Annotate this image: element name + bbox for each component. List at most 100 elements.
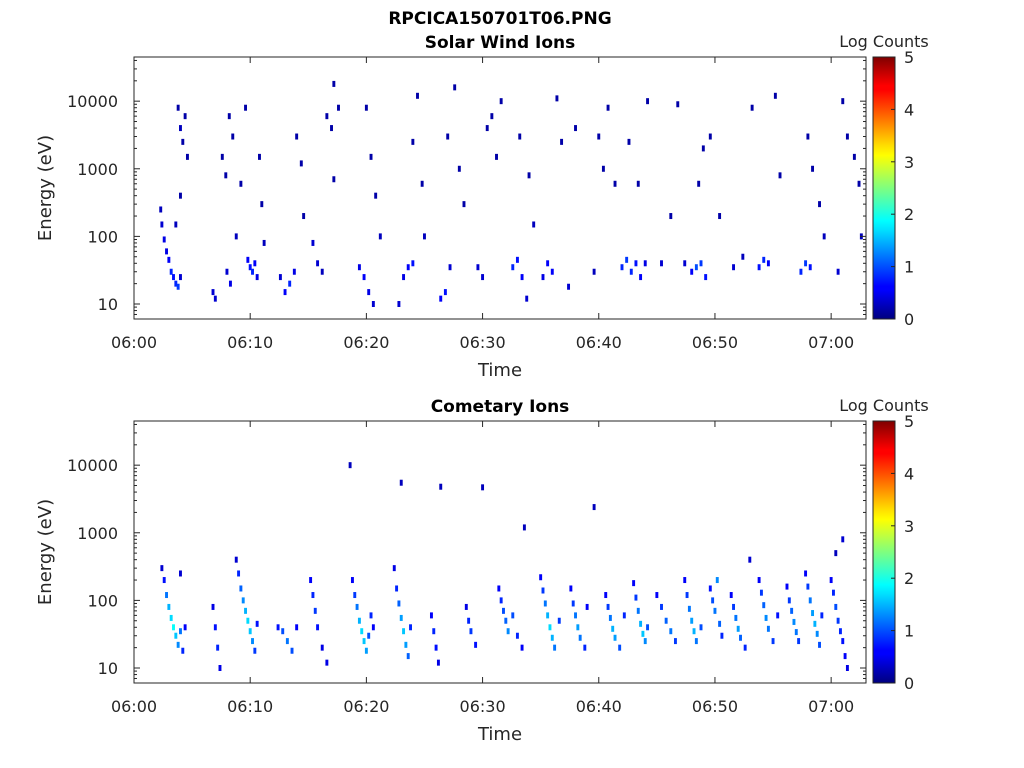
spectrogram-cell (629, 268, 633, 275)
spectrogram-cell (325, 113, 329, 120)
spectrogram-cell (757, 264, 761, 271)
y-axis-label: Energy (eV) (35, 499, 56, 605)
spectrogram-cell (179, 628, 182, 635)
spectrogram-cell (697, 180, 701, 187)
spectrogram-cell (713, 607, 717, 614)
spectrogram-cell (845, 133, 849, 140)
spectrogram-cell (673, 638, 677, 645)
y-axis-label: Energy (eV) (35, 135, 56, 241)
colorbar-tick-label: 4 (904, 100, 914, 119)
spectrogram-cell (434, 644, 438, 651)
spectrogram-cell (332, 176, 336, 183)
spectrogram-cell (694, 264, 698, 271)
spectrogram-cell (750, 104, 754, 111)
spectrogram-cell (179, 192, 182, 199)
colorbar-tick-label: 0 (904, 674, 914, 693)
spectrogram-cell (476, 264, 480, 271)
spectrogram-cell (302, 213, 306, 220)
spectrogram-cell (811, 165, 815, 172)
spectrogram-cell (808, 597, 812, 604)
spectrogram-cell (636, 180, 640, 187)
spectrogram-cell (766, 260, 770, 267)
spectrogram-cell (174, 221, 178, 228)
spectrogram-cell (834, 550, 838, 557)
x-tick-label: 06:10 (227, 333, 273, 352)
spectrogram-cell (399, 614, 403, 621)
spectrogram-cell (443, 289, 447, 296)
spectrogram-cell (739, 634, 742, 641)
spectrogram-cell (699, 260, 703, 267)
spectrogram-cell (283, 289, 287, 296)
spectrogram-cell (313, 607, 317, 614)
spectrogram-cell (511, 612, 515, 619)
colorbar-gradient (872, 56, 896, 320)
spectrogram-cell (179, 125, 182, 132)
x-tick-label: 06:30 (460, 333, 506, 352)
spectrogram-cell (316, 260, 320, 267)
spectrogram-cell (857, 180, 861, 187)
spectrogram-cell (718, 213, 722, 220)
y-tick-label: 10000 (67, 92, 118, 111)
y-tick-label: 100 (87, 227, 118, 246)
y-tick-label: 10 (98, 659, 118, 678)
spectrogram-cell (411, 260, 415, 267)
x-axis-label: Time (477, 360, 522, 381)
spectrogram-cell (604, 592, 608, 599)
spectrogram-cell (660, 603, 663, 610)
spectrogram-cell (165, 248, 168, 255)
axes-frame (133, 56, 867, 320)
spectrogram-cell (515, 256, 519, 263)
spectrogram-cell (350, 577, 354, 584)
spectrogram-cell (225, 268, 229, 275)
spectrogram-cell (174, 632, 178, 639)
panel-title: Solar Wind Ions (425, 33, 576, 53)
spectrogram-cell (804, 570, 808, 577)
spectrogram-cell (683, 260, 687, 267)
spectrogram-cell (357, 617, 361, 624)
spectrogram-cell (639, 274, 643, 281)
spectrogram-cell (371, 624, 375, 631)
spectrogram-cell (285, 638, 289, 645)
spectrogram-cell (762, 256, 766, 263)
spectrogram-cell (506, 628, 510, 635)
spectrogram-cell (423, 233, 426, 240)
spectrogram-cell (757, 577, 761, 584)
spectrogram-cell (485, 125, 489, 132)
spectrogram-cell (838, 628, 842, 635)
spectrogram-cell (224, 172, 228, 179)
spectrogram-cell (402, 274, 406, 281)
spectrogram-cell (176, 283, 180, 290)
spectrogram-cell (436, 659, 440, 666)
spectrogram-cell (778, 172, 782, 179)
spectrogram-cell (292, 268, 296, 275)
spectrogram-cell (845, 665, 849, 671)
spectrogram-cell (255, 274, 259, 281)
spectrogram-cell (160, 221, 164, 228)
spectrogram-cell (276, 624, 280, 631)
spectrogram-cell (448, 264, 452, 271)
spectrogram-cell (253, 260, 257, 267)
spectrogram-cell (843, 653, 847, 660)
y-tick-label: 10 (98, 295, 118, 314)
y-tick-label: 100 (87, 591, 118, 610)
spectrogram-cell (183, 624, 187, 631)
spectrogram-cell (743, 644, 747, 651)
spectrogram-cell (167, 603, 171, 610)
spectrogram-cell (453, 84, 457, 91)
spectrogram-cell (818, 641, 821, 648)
colorbar-tick-label: 3 (904, 153, 914, 172)
x-tick-label: 06:00 (111, 333, 157, 352)
spectrogram-cell (502, 607, 505, 614)
spectrogram-cell (634, 260, 638, 267)
spectrogram-cell (766, 625, 770, 632)
spectrogram-cell (241, 597, 245, 604)
spectrogram-cell (406, 264, 410, 271)
spectrogram-cell (571, 600, 575, 607)
spectrogram-cell (541, 274, 545, 281)
spectrogram-cell (179, 274, 182, 281)
spectrogram-cell (527, 172, 531, 179)
spectrogram-cell (794, 629, 798, 636)
spectrogram-cell (260, 201, 264, 208)
spectrogram-cell (357, 264, 361, 271)
